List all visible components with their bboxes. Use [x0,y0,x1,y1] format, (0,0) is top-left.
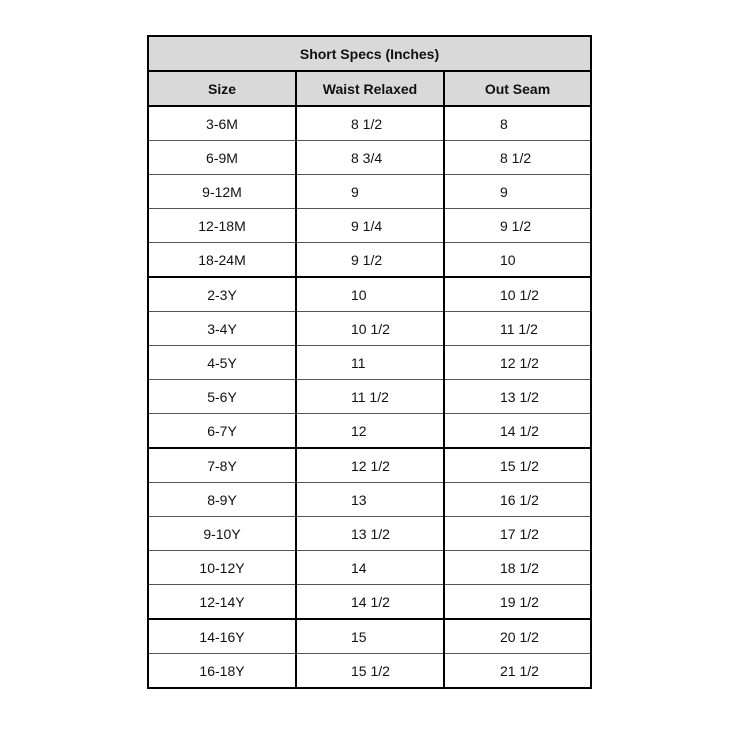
cell-waist-relaxed: 8 1/2 [295,105,445,141]
cell-size: 9-10Y [147,516,297,551]
cell-size: 2-3Y [147,276,297,312]
cell-size: 16-18Y [147,653,297,689]
cell-waist-relaxed: 15 1/2 [295,653,445,689]
cell-waist-relaxed: 12 [295,413,445,449]
cell-size: 10-12Y [147,550,297,585]
cell-size: 18-24M [147,242,297,278]
cell-out-seam: 12 1/2 [443,345,592,380]
table-row: 6-7Y 12 14 1/2 [147,413,592,449]
cell-waist-relaxed: 13 [295,482,445,517]
cell-size: 3-4Y [147,311,297,346]
cell-out-seam: 18 1/2 [443,550,592,585]
cell-waist-relaxed: 9 [295,174,445,209]
cell-out-seam: 8 1/2 [443,140,592,175]
cell-size: 5-6Y [147,379,297,414]
cell-out-seam: 11 1/2 [443,311,592,346]
cell-size: 12-18M [147,208,297,243]
cell-size: 4-5Y [147,345,297,380]
table-row: 7-8Y 12 1/2 15 1/2 [147,447,592,483]
cell-out-seam: 10 [443,242,592,278]
cell-size: 6-7Y [147,413,297,449]
cell-waist-relaxed: 9 1/2 [295,242,445,278]
table-row: 2-3Y 10 10 1/2 [147,276,592,312]
table-row: 4-5Y 11 12 1/2 [147,345,592,380]
cell-out-seam: 17 1/2 [443,516,592,551]
table-row: 14-16Y 15 20 1/2 [147,618,592,654]
cell-waist-relaxed: 14 [295,550,445,585]
cell-waist-relaxed: 10 [295,276,445,312]
cell-size: 7-8Y [147,447,297,483]
table-row: 12-18M 9 1/4 9 1/2 [147,208,592,243]
table-row: 9-12M 9 9 [147,174,592,209]
cell-out-seam: 21 1/2 [443,653,592,689]
table-row: 8-9Y 13 16 1/2 [147,482,592,517]
cell-waist-relaxed: 12 1/2 [295,447,445,483]
table-row: 16-18Y 15 1/2 21 1/2 [147,653,592,689]
table-row: 18-24M 9 1/2 10 [147,242,592,278]
cell-size: 9-12M [147,174,297,209]
cell-out-seam: 20 1/2 [443,618,592,654]
cell-waist-relaxed: 14 1/2 [295,584,445,620]
table-row: 9-10Y 13 1/2 17 1/2 [147,516,592,551]
table-title: Short Specs (Inches) [147,35,592,72]
table-row: 6-9M 8 3/4 8 1/2 [147,140,592,175]
table-row: 12-14Y 14 1/2 19 1/2 [147,584,592,620]
header-out-seam: Out Seam [443,70,592,107]
header-waist-relaxed: Waist Relaxed [295,70,445,107]
table-row: 10-12Y 14 18 1/2 [147,550,592,585]
table-row: 3-6M 8 1/2 8 [147,105,592,141]
cell-out-seam: 8 [443,105,592,141]
size-spec-table: Short Specs (Inches) Size Waist Relaxed … [147,35,592,689]
header-size: Size [147,70,297,107]
cell-waist-relaxed: 13 1/2 [295,516,445,551]
cell-out-seam: 10 1/2 [443,276,592,312]
table-row: 5-6Y 11 1/2 13 1/2 [147,379,592,414]
cell-size: 12-14Y [147,584,297,620]
cell-waist-relaxed: 11 [295,345,445,380]
cell-waist-relaxed: 10 1/2 [295,311,445,346]
cell-waist-relaxed: 15 [295,618,445,654]
cell-out-seam: 13 1/2 [443,379,592,414]
cell-out-seam: 16 1/2 [443,482,592,517]
cell-out-seam: 9 1/2 [443,208,592,243]
cell-out-seam: 14 1/2 [443,413,592,449]
cell-size: 14-16Y [147,618,297,654]
cell-out-seam: 15 1/2 [443,447,592,483]
cell-size: 8-9Y [147,482,297,517]
cell-size: 6-9M [147,140,297,175]
table-row: 3-4Y 10 1/2 11 1/2 [147,311,592,346]
cell-out-seam: 19 1/2 [443,584,592,620]
cell-waist-relaxed: 8 3/4 [295,140,445,175]
cell-waist-relaxed: 11 1/2 [295,379,445,414]
cell-out-seam: 9 [443,174,592,209]
cell-waist-relaxed: 9 1/4 [295,208,445,243]
cell-size: 3-6M [147,105,297,141]
